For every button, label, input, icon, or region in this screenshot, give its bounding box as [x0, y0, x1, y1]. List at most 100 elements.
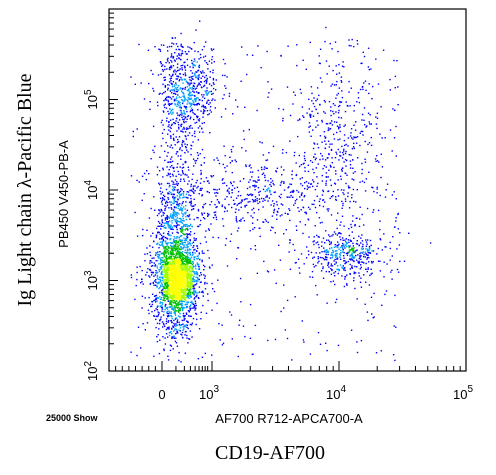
event-dot	[165, 282, 167, 284]
event-dot	[334, 157, 337, 159]
event-dot	[325, 253, 327, 256]
event-dot	[203, 122, 205, 124]
event-dot	[177, 182, 179, 185]
event-dot	[183, 111, 185, 113]
event-dot	[177, 246, 180, 248]
event-dot	[188, 233, 191, 235]
event-dot	[163, 259, 165, 261]
event-dot	[189, 301, 192, 303]
event-dot	[184, 318, 186, 320]
event-dot	[245, 204, 248, 206]
event-dot	[176, 278, 178, 281]
event-dot	[345, 244, 347, 246]
event-dot	[158, 322, 161, 325]
event-dot	[175, 295, 178, 297]
event-dot	[218, 202, 220, 204]
event-dot	[205, 92, 207, 94]
event-dot	[194, 302, 197, 304]
event-dot	[308, 98, 310, 100]
event-dot	[177, 272, 179, 274]
event-dot	[196, 255, 198, 257]
event-dot	[168, 293, 170, 295]
event-dot	[175, 200, 177, 203]
event-dot	[287, 196, 289, 198]
event-dot	[267, 200, 269, 202]
event-dot	[349, 245, 351, 247]
event-dot	[358, 235, 360, 238]
event-dot	[183, 128, 186, 130]
event-dot	[173, 290, 176, 292]
event-dot	[350, 87, 352, 89]
event-dot	[345, 243, 348, 245]
event-dot	[177, 288, 180, 291]
event-dot	[307, 186, 310, 189]
event-dot	[330, 241, 332, 243]
event-dot	[367, 261, 370, 263]
event-dot	[183, 224, 185, 226]
event-dot	[185, 299, 187, 301]
event-dot	[189, 95, 191, 97]
event-dot	[176, 330, 178, 332]
event-dot	[208, 191, 210, 194]
event-dot	[350, 154, 352, 156]
event-dot	[163, 106, 166, 109]
event-dot	[165, 285, 167, 287]
event-dot	[315, 167, 317, 169]
event-dot	[367, 252, 370, 254]
event-dot	[224, 206, 226, 208]
event-dot	[217, 192, 219, 194]
event-dot	[170, 103, 172, 105]
event-dot	[364, 190, 367, 192]
event-dot	[198, 65, 200, 68]
event-dot	[185, 257, 187, 259]
event-dot	[140, 82, 142, 84]
event-dot	[164, 252, 166, 254]
event-dot	[184, 293, 186, 296]
event-dot	[328, 146, 331, 148]
event-dot	[171, 242, 173, 244]
event-dot	[334, 263, 336, 265]
event-dot	[169, 268, 172, 271]
event-dot	[301, 184, 304, 187]
event-dot	[310, 86, 313, 88]
event-dot	[172, 286, 174, 288]
event-dot	[327, 140, 330, 142]
event-dot	[366, 257, 369, 259]
event-dot	[168, 281, 170, 284]
event-dot	[183, 318, 185, 320]
event-dot	[186, 64, 189, 66]
event-dot	[360, 264, 362, 266]
event-dot	[178, 136, 181, 138]
event-dot	[327, 210, 329, 212]
event-dot	[368, 245, 371, 248]
event-dot	[194, 60, 196, 62]
event-dot	[200, 311, 202, 314]
event-dot	[196, 294, 198, 296]
event-dot	[169, 96, 172, 99]
event-dot	[190, 315, 192, 317]
event-dot	[295, 225, 298, 227]
event-dot	[159, 301, 162, 303]
event-dot	[189, 277, 192, 280]
event-dot	[180, 220, 182, 222]
event-dot	[325, 176, 327, 178]
event-dot	[175, 153, 177, 155]
event-dot	[321, 141, 323, 143]
event-dot	[176, 184, 179, 186]
event-dot	[153, 257, 155, 259]
event-dot	[351, 256, 353, 258]
event-dot	[199, 20, 201, 22]
event-dot	[187, 281, 189, 283]
event-dot	[172, 264, 175, 266]
event-dot	[167, 251, 169, 253]
event-dot	[172, 288, 174, 291]
event-dot	[179, 243, 181, 245]
event-dot	[185, 271, 188, 273]
event-dot	[180, 208, 183, 210]
event-dot	[182, 267, 184, 269]
event-dot	[192, 285, 194, 287]
event-dot	[174, 298, 176, 301]
event-dot	[171, 61, 173, 63]
event-dot	[167, 314, 169, 317]
event-dot	[198, 278, 200, 281]
